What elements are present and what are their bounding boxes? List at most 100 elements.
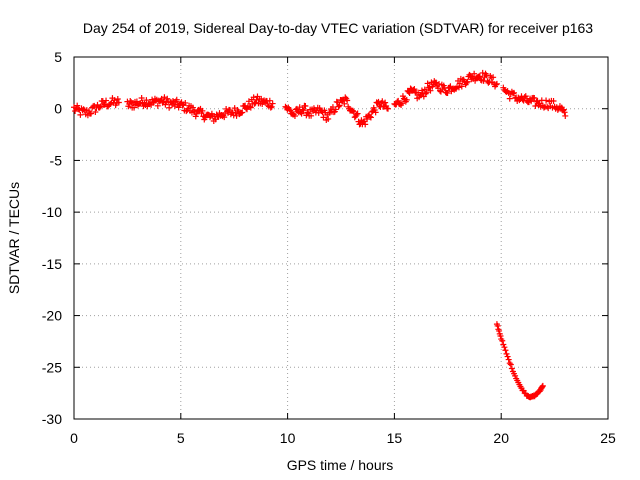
data-point bbox=[444, 90, 451, 97]
data-point bbox=[543, 97, 550, 104]
data-point bbox=[344, 97, 351, 104]
data-point bbox=[375, 98, 382, 105]
x-tick-label: 5 bbox=[177, 430, 185, 446]
data-point bbox=[103, 97, 110, 104]
data-point bbox=[531, 95, 538, 102]
data-point bbox=[304, 109, 311, 116]
data-point bbox=[427, 87, 434, 94]
data-point bbox=[550, 97, 557, 104]
y-tick-label: -30 bbox=[42, 411, 62, 427]
data-point bbox=[80, 106, 87, 113]
data-point bbox=[342, 94, 349, 101]
data-point bbox=[502, 347, 509, 354]
data-point bbox=[458, 83, 465, 90]
data-point bbox=[77, 111, 84, 118]
data-point bbox=[532, 103, 539, 110]
data-point bbox=[300, 107, 307, 114]
data-point bbox=[379, 98, 386, 105]
data-point bbox=[253, 96, 260, 103]
data-point bbox=[199, 107, 206, 114]
data-point bbox=[221, 114, 228, 121]
data-point bbox=[504, 353, 511, 360]
y-tick-label: -25 bbox=[42, 359, 62, 375]
data-point bbox=[74, 102, 81, 109]
data-point bbox=[173, 96, 180, 103]
data-point bbox=[464, 78, 471, 85]
data-point bbox=[522, 93, 529, 100]
data-point bbox=[282, 103, 289, 110]
y-tick-label: -20 bbox=[42, 308, 62, 324]
data-point bbox=[298, 110, 305, 117]
data-point bbox=[291, 112, 298, 119]
y-tick-label: -15 bbox=[42, 256, 62, 272]
data-point bbox=[539, 382, 546, 389]
y-tick-label: -10 bbox=[42, 204, 62, 220]
data-point bbox=[166, 104, 173, 111]
data-point bbox=[506, 95, 513, 102]
data-point bbox=[268, 103, 275, 110]
data-point bbox=[107, 100, 114, 107]
data-point bbox=[162, 101, 169, 108]
data-point bbox=[154, 102, 161, 109]
y-tick-label: -5 bbox=[50, 152, 63, 168]
data-point bbox=[456, 80, 463, 87]
data-point bbox=[299, 106, 306, 113]
data-point bbox=[418, 87, 425, 94]
data-point bbox=[92, 108, 99, 115]
data-point bbox=[479, 69, 486, 76]
data-point bbox=[252, 99, 259, 106]
data-point bbox=[97, 103, 104, 110]
data-point bbox=[455, 84, 462, 91]
y-tick-label: 5 bbox=[54, 49, 62, 65]
data-point bbox=[505, 356, 512, 363]
data-point bbox=[483, 72, 490, 79]
data-point bbox=[332, 106, 339, 113]
x-axis-label: GPS time / hours bbox=[287, 457, 394, 473]
data-point bbox=[496, 327, 503, 334]
data-point bbox=[490, 74, 497, 81]
data-point bbox=[239, 109, 246, 116]
data-point bbox=[494, 322, 501, 329]
data-point bbox=[424, 80, 431, 87]
data-points bbox=[71, 69, 569, 401]
plot-border bbox=[73, 56, 609, 420]
data-point bbox=[503, 350, 510, 357]
data-point bbox=[493, 80, 500, 87]
data-point bbox=[508, 365, 515, 372]
data-point bbox=[336, 102, 343, 109]
data-point bbox=[131, 104, 138, 111]
data-point bbox=[471, 70, 478, 77]
data-point bbox=[138, 95, 145, 102]
data-point bbox=[325, 115, 332, 122]
data-point bbox=[492, 81, 499, 88]
data-point bbox=[175, 104, 182, 111]
x-tick-label: 15 bbox=[387, 430, 403, 446]
data-point bbox=[287, 107, 294, 114]
data-point bbox=[403, 96, 410, 103]
data-point bbox=[528, 98, 535, 105]
data-point bbox=[164, 95, 171, 102]
data-point bbox=[521, 94, 528, 101]
data-point bbox=[500, 341, 507, 348]
data-point bbox=[533, 98, 540, 105]
data-point bbox=[499, 337, 506, 344]
series-main-trace bbox=[71, 69, 569, 128]
data-point bbox=[362, 121, 369, 128]
chart-title: Day 254 of 2019, Sidereal Day-to-day VTE… bbox=[83, 20, 593, 36]
data-point bbox=[267, 104, 274, 111]
data-point bbox=[561, 109, 568, 116]
data-point bbox=[446, 84, 453, 91]
data-point bbox=[382, 99, 389, 106]
data-point bbox=[269, 100, 276, 107]
x-tick-label: 0 bbox=[70, 430, 78, 446]
data-point bbox=[507, 361, 514, 368]
x-tick-label: 25 bbox=[600, 430, 616, 446]
data-point bbox=[463, 79, 470, 86]
y-tick-label: 0 bbox=[54, 101, 62, 117]
data-point bbox=[384, 105, 391, 112]
data-point bbox=[349, 107, 356, 114]
data-point bbox=[477, 76, 484, 83]
y-axis-label: SDTVAR / TECUs bbox=[6, 182, 22, 294]
data-point bbox=[193, 110, 200, 117]
